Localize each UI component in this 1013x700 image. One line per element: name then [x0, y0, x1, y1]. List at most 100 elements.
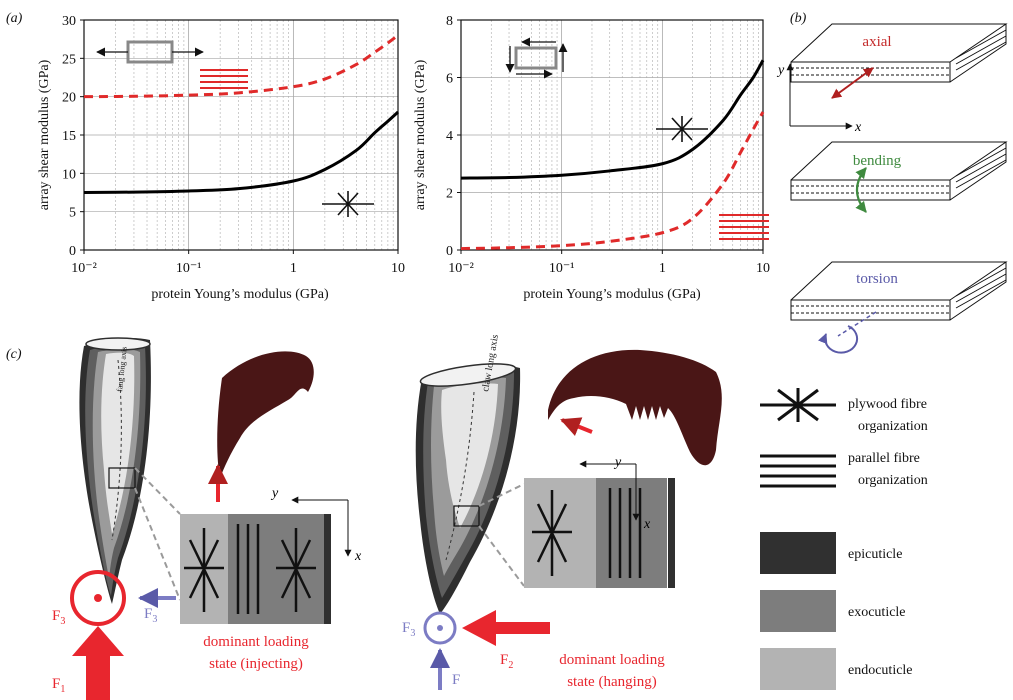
force-f2: F2: [500, 652, 513, 671]
hanging-direction-arrow-icon: [560, 417, 593, 436]
y-tick-label: 20: [62, 91, 76, 106]
series-line-parallel: [83, 34, 399, 99]
legend-endocuticle-label: endocuticle: [848, 663, 913, 678]
force-f3-red: F3: [52, 608, 65, 627]
chelicera-silhouette: [217, 351, 314, 478]
y-tick-label: 5: [69, 206, 76, 221]
chart-1: 0 5 10 15 20 25 30 10⁻² 10⁻¹ 1 10 protein Young’s…: [37, 14, 405, 302]
hanging-caption-line-1: dominant loading: [559, 652, 665, 668]
fang-section-y-axis: y: [270, 486, 279, 501]
injecting-caption-line-1: dominant loading: [203, 634, 309, 650]
x-tick-label: 1: [290, 261, 297, 276]
x-tick-label: 10⁻¹: [549, 261, 575, 276]
injecting-caption-line-2: state (injecting): [209, 656, 303, 672]
y-tick-label: 30: [62, 14, 76, 29]
y-tick-label: 6: [446, 72, 453, 87]
y-tick-label: 4: [446, 129, 453, 144]
legend-parallel-line-2: organization: [858, 473, 928, 488]
force-f3-claw: F3: [402, 620, 415, 639]
chart-1-grid: [83, 19, 398, 251]
torsion-arrow-icon: [818, 311, 877, 354]
force-f: F: [452, 672, 460, 688]
chart-1-shear-inset-icon: [96, 40, 204, 64]
chart-1-y-axis-label: array shear modulus (GPa): [37, 59, 52, 210]
fang-cuticle-section: [180, 514, 331, 624]
legend-plywood-line-2: organization: [858, 419, 928, 434]
claw-section-x-axis: x: [643, 517, 651, 532]
y-tick-label: 2: [446, 187, 453, 202]
legend-plywood-line-1: plywood fibre: [848, 397, 927, 412]
torsion-loading-block: [790, 261, 1008, 321]
chart-1-x-ticks: 10⁻² 10⁻¹ 1 10: [71, 250, 405, 276]
axial-label: axial: [862, 34, 891, 50]
y-tick-label: 0: [446, 244, 453, 259]
series-line-plywood: [460, 59, 765, 180]
axial-loading-block: [790, 23, 1008, 83]
claw-section-y-axis: y: [613, 455, 622, 470]
y-tick-label: 0: [69, 244, 76, 259]
chart-1-series: [83, 34, 400, 194]
chart-2: 0 2 4 6 8 10⁻² 10⁻¹ 1 10 protein Young’s modulu…: [413, 14, 770, 302]
fang-zoom-line-bottom: [134, 487, 181, 601]
torsion-label: torsion: [856, 271, 898, 287]
panel-label-c: (c): [6, 347, 22, 362]
x-tick-label: 10⁻²: [448, 261, 474, 276]
chart-2-x-ticks: 10⁻² 10⁻¹ 1 10: [448, 250, 770, 276]
claw-silhouette: [548, 349, 722, 466]
panel-label-a: (a): [6, 11, 23, 26]
chart-2-series: [460, 59, 765, 251]
chart-2-plywood-fibre-icon: [656, 116, 708, 142]
legend-epicuticle-label: epicuticle: [848, 547, 902, 562]
y-tick-label: 15: [62, 129, 76, 144]
legend: plywood fibre organization parallel fibr…: [760, 388, 928, 690]
fang-illustration: fang long axis: [79, 337, 151, 604]
x-tick-label: 10: [391, 261, 405, 276]
y-tick-label: 8: [446, 14, 453, 29]
chart-1-x-axis-label: protein Young’s modulus (GPa): [151, 287, 329, 302]
claw-force-diagram: F3 F2 F: [402, 610, 550, 690]
bending-loading-block: [790, 141, 1008, 201]
hanging-caption-line-2: state (hanging): [567, 674, 657, 690]
fang-zoom-line-top: [134, 467, 181, 515]
chart-2-y-ticks: 0 2 4 6 8: [446, 14, 461, 259]
y-tick-label: 25: [62, 52, 76, 67]
axial-arrow-icon: [831, 67, 874, 99]
chart-2-shear-inset-icon: [505, 37, 568, 79]
chart-1-parallel-fibre-icon: [200, 69, 248, 89]
fang-section-axes: y x: [270, 486, 362, 564]
chart-1-y-ticks: 0 5 10 15 20 25 30: [62, 14, 84, 259]
legend-epicuticle-swatch: [760, 532, 836, 574]
claw-zoom-line-bottom: [478, 525, 525, 587]
x-tick-label: 1: [659, 261, 666, 276]
legend-exocuticle-swatch: [760, 590, 836, 632]
chart-2-y-axis-label: array shear modulus (GPa): [413, 59, 428, 210]
chart-2-x-axis-label: protein Young’s modulus (GPa): [523, 287, 701, 302]
chart-2-parallel-fibre-icon: [719, 214, 769, 240]
chart-1-plywood-fibre-icon: [322, 191, 374, 217]
fang-section-x-axis: x: [354, 549, 362, 564]
legend-plywood-icon: [760, 388, 836, 422]
x-tick-label: 10: [756, 261, 770, 276]
claw-section-axes: y x: [579, 455, 651, 532]
y-tick-label: 10: [62, 167, 76, 182]
legend-parallel-line-1: parallel fibre: [848, 451, 920, 466]
panel-b-x-axis: x: [854, 120, 862, 135]
bending-label: bending: [853, 153, 902, 169]
claw-illustration: claw long axis: [415, 334, 521, 614]
legend-endocuticle-swatch: [760, 648, 836, 690]
panel-b-y-axis: y: [776, 63, 785, 78]
legend-parallel-icon: [760, 454, 836, 488]
claw-cuticle-section: [524, 478, 675, 588]
x-tick-label: 10⁻²: [71, 261, 97, 276]
x-tick-label: 10⁻¹: [176, 261, 202, 276]
panel-b: axial y x bending: [776, 23, 1008, 354]
legend-exocuticle-label: exocuticle: [848, 605, 906, 620]
bending-arrow-icon: [855, 167, 867, 213]
series-line-parallel: [460, 111, 765, 251]
series-line-plywood: [83, 110, 400, 194]
claw-zoom-line-top: [478, 483, 525, 507]
fang-force-diagram: F3 F3 F1: [52, 570, 176, 700]
force-f1: F1: [52, 676, 65, 695]
chart-2-grid: [460, 19, 763, 251]
